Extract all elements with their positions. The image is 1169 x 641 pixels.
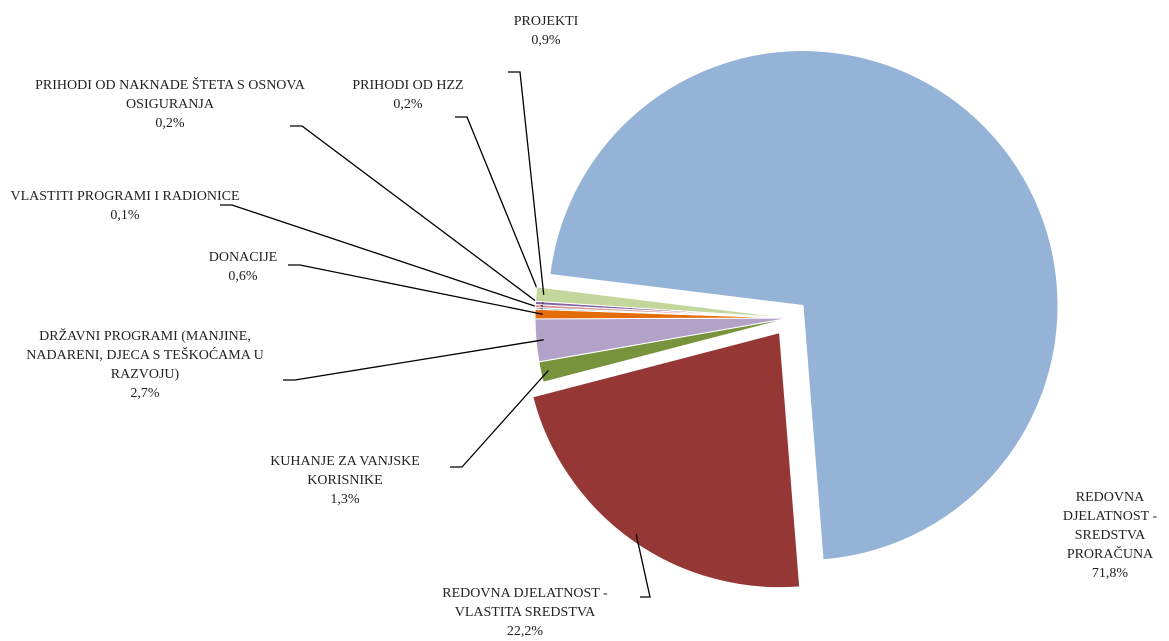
data-label: PRIHODI OD HZZ 0,2% — [338, 76, 478, 114]
category-label: PROJEKTI — [513, 14, 579, 29]
value-label: 0,2% — [155, 116, 185, 131]
leader-line — [455, 116, 544, 304]
value-label: 0,2% — [393, 97, 423, 112]
pie-slice — [535, 286, 791, 319]
category-label: PRIHODI OD NAKNADE ŠTETA S OSNOVA OSIGUR… — [35, 78, 305, 112]
pie-slice — [532, 332, 801, 589]
leader-line — [635, 534, 651, 598]
pie-slice — [549, 50, 1059, 561]
value-label: 1,3% — [330, 492, 360, 507]
category-label: DONACIJE — [208, 250, 278, 265]
leader-line — [290, 125, 544, 307]
category-label: VLASTITI PROGRAMI I RADIONICE — [10, 189, 240, 204]
value-label: 71,8% — [1091, 566, 1129, 581]
data-label: KUHANJE ZA VANJSKE KORISNIKE 1,3% — [245, 452, 445, 509]
data-label: REDOVNA DJELATNOST - VLASTITA SREDSTVA 22… — [410, 584, 640, 641]
category-label: KUHANJE ZA VANJSKE KORISNIKE — [270, 454, 420, 488]
data-label: PRIHODI OD NAKNADE ŠTETA S OSNOVA OSIGUR… — [25, 76, 315, 133]
data-label: DONACIJE 0,6% — [183, 248, 303, 286]
category-label: REDOVNA DJELATNOST - VLASTITA SREDSTVA — [442, 586, 608, 620]
data-label: REDOVNA DJELATNOST - SREDSTVA PRORAČUNA 7… — [1055, 488, 1165, 583]
value-label: 0,1% — [110, 208, 140, 223]
category-label: REDOVNA DJELATNOST - SREDSTVA PRORAČUNA — [1062, 490, 1158, 562]
leader-line — [220, 204, 544, 310]
data-label: VLASTITI PROGRAMI I RADIONICE 0,1% — [5, 187, 245, 225]
leader-line — [288, 264, 543, 315]
value-label: 0,9% — [531, 33, 561, 48]
leader-line — [283, 339, 544, 381]
leader-line — [508, 71, 545, 295]
leader-line — [450, 370, 549, 468]
category-label: DRŽAVNI PROGRAMI (MANJINE, NADARENI, DJE… — [26, 329, 264, 382]
value-label: 2,7% — [130, 386, 160, 401]
value-label: 0,6% — [228, 269, 258, 284]
data-label: PROJEKTI 0,9% — [486, 12, 606, 50]
category-label: PRIHODI OD HZZ — [352, 78, 464, 93]
data-label: DRŽAVNI PROGRAMI (MANJINE, NADARENI, DJE… — [10, 327, 280, 403]
